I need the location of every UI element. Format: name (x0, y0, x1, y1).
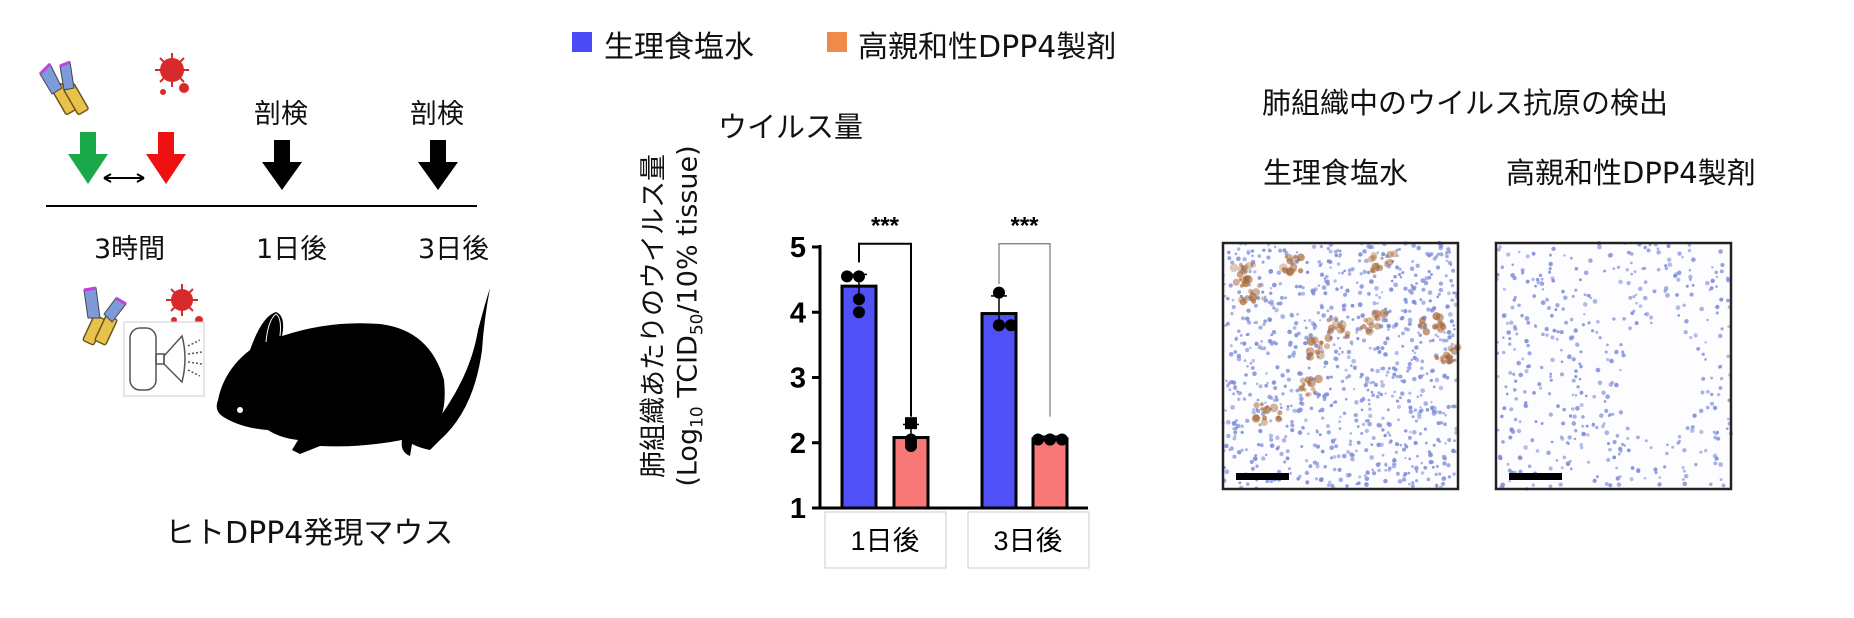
data-point (1005, 319, 1017, 332)
data-point (1056, 433, 1068, 446)
data-point (841, 270, 853, 283)
y-tick-label: 5 (790, 232, 806, 264)
histology-label-saline: 生理食塩水 (1263, 156, 1409, 190)
event-label-necropsy-day3: 剖検 (410, 99, 464, 130)
bar (1031, 437, 1069, 510)
data-point (905, 440, 917, 453)
antibody-icon (38, 60, 89, 116)
histology-title: 肺組織中のウイルス抗原の検出 (1262, 86, 1669, 120)
y-tick-label: 3 (790, 363, 806, 395)
legend-label-saline: 生理食塩水 (604, 30, 754, 65)
treatment-arrow (68, 132, 108, 184)
data-point (853, 270, 865, 283)
interval-arrow (103, 173, 145, 183)
timeline-label-day1: 1日後 (256, 234, 328, 265)
x-tick-label: 1日後 (850, 526, 919, 556)
bar (980, 312, 1018, 510)
virus-icon (155, 53, 189, 95)
nebulizer-icon (123, 321, 205, 397)
histology-label-dpp4: 高親和性DPP4製剤 (1506, 156, 1756, 190)
data-point (853, 293, 865, 306)
legend-swatch-dpp4 (827, 32, 847, 52)
x-tick-label: 3日後 (993, 526, 1062, 556)
legend-swatch-saline (572, 32, 592, 52)
necropsy-arrow-day3 (418, 140, 458, 190)
data-point (1032, 433, 1044, 446)
category-box (824, 511, 947, 569)
infection-arrow (146, 132, 186, 184)
mouse-silhouette (216, 288, 490, 456)
data-point (905, 417, 917, 430)
bar (840, 284, 878, 510)
significance-label: *** (871, 213, 900, 240)
y-tick-label: 4 (790, 297, 806, 329)
antibody-icon (82, 286, 127, 346)
chart-title: ウイルス量 (718, 110, 864, 144)
data-point (993, 319, 1005, 332)
event-label-necropsy-day1: 剖検 (254, 99, 308, 130)
significance-bracket (998, 243, 1051, 417)
virus-icon (166, 284, 203, 324)
timeline-label-day3: 3日後 (418, 234, 490, 265)
y-tick-label: 2 (790, 428, 806, 460)
data-point (1044, 433, 1056, 446)
timeline-label-3h: 3時間 (94, 234, 166, 265)
data-point (993, 286, 1005, 299)
y-tick-label: 1 (790, 493, 806, 525)
legend-label-dpp4: 高親和性DPP4製剤 (858, 30, 1117, 65)
necropsy-arrow-day1 (262, 140, 302, 190)
protocol-graphics (38, 53, 490, 456)
significance-label: *** (1010, 213, 1039, 240)
category-box (967, 511, 1090, 569)
data-point (853, 306, 865, 319)
significance-bracket (858, 242, 912, 417)
mouse-label: ヒトDPP4発現マウス (165, 516, 454, 551)
